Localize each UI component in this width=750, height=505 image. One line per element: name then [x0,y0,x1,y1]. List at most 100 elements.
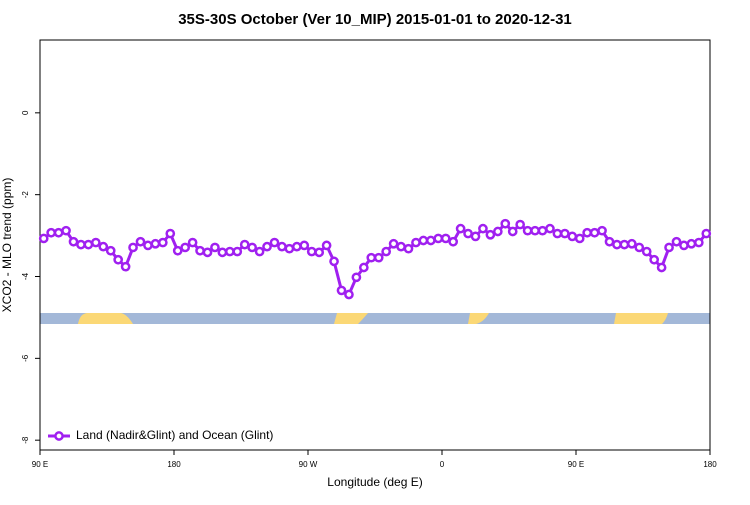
y-tick-label: -6 [21,354,30,362]
data-point [262,241,272,252]
data-point [321,240,332,251]
x-tick-label: 0 [440,460,445,469]
data-point [53,227,64,238]
data-point [664,242,674,253]
data-point [98,241,109,252]
data-point [455,223,466,234]
data-point [403,243,414,254]
x-tick-label: 180 [703,460,717,469]
data-point [329,256,339,267]
legend-marker [54,431,64,441]
data-point [418,235,429,246]
data-point [582,227,593,238]
plot-frame [39,39,711,451]
data-point [686,238,697,249]
data-point [537,225,548,236]
data-point [440,233,451,244]
data-point [344,289,354,300]
data-point [634,242,645,253]
data-point [224,246,235,257]
data-point [381,246,392,257]
data-point [306,246,317,257]
data-point [254,246,265,257]
land-ocean-strip [40,313,710,324]
data-point [135,236,146,247]
chart-title: 35S-30S October (Ver 10_MIP) 2015-01-01 … [178,11,572,28]
data-point [217,247,228,258]
x-axis-label: Longitude (deg E) [327,475,422,489]
legend-label: Land (Nadir&Glint) and Ocean (Glint) [76,428,273,442]
data-point [76,239,86,250]
data-point [120,261,131,272]
data-point [157,237,168,248]
data-point [210,242,220,253]
data-point [187,237,198,248]
data-point [567,231,578,242]
data-point [299,240,310,251]
data-point [649,254,660,265]
data-point [597,225,607,236]
y-tick-label: -8 [21,436,30,444]
data-point [433,233,444,244]
y-tick-label: -4 [21,272,30,280]
data-point [105,245,116,256]
data-point [448,236,459,247]
data-point [232,246,243,257]
data-point [492,226,503,237]
data-point [128,242,138,253]
data-point [38,233,49,244]
data-point [411,237,421,248]
data-point [247,242,258,253]
data-point [559,228,570,239]
data-point [358,262,369,273]
data-point [619,239,630,250]
x-tick-label: 180 [167,460,181,469]
data-point [269,237,280,248]
data-point [545,223,555,234]
data-point [463,228,473,239]
data-point [515,219,526,230]
data-point [373,252,384,263]
data-point [90,237,101,248]
data-point [172,245,183,256]
data-point [83,239,94,250]
data-point [522,225,533,236]
data-point [284,243,295,254]
x-tick-label: 90 W [299,460,318,469]
data-point [552,228,563,239]
data-point [478,223,488,234]
data-point [150,238,161,249]
data-point [679,240,689,251]
data-point [336,285,347,296]
data-point [485,229,496,240]
data-point [641,246,652,257]
data-point [530,225,540,236]
data-point [671,236,682,247]
data-point [195,245,205,256]
data-point [574,233,585,244]
data-point [277,241,287,252]
data-point [113,254,124,265]
data-point [291,241,302,252]
data-point [396,241,406,252]
y-tick-label: -2 [21,191,30,199]
data-point [470,231,481,242]
data-point [61,225,71,236]
data-point [314,247,325,258]
data-point [693,237,704,248]
y-tick-label: 0 [21,110,30,115]
data-point [425,235,436,246]
data-point [143,240,153,251]
data-point [507,226,518,237]
data-point [202,247,213,258]
data-point [239,239,250,250]
data-point [500,218,511,229]
data-point [351,272,362,283]
data-point [366,252,377,263]
data-point [46,227,57,238]
data-point [165,228,176,239]
data-point [626,238,637,249]
data-point [612,239,622,250]
x-tick-label: 90 E [568,460,584,469]
